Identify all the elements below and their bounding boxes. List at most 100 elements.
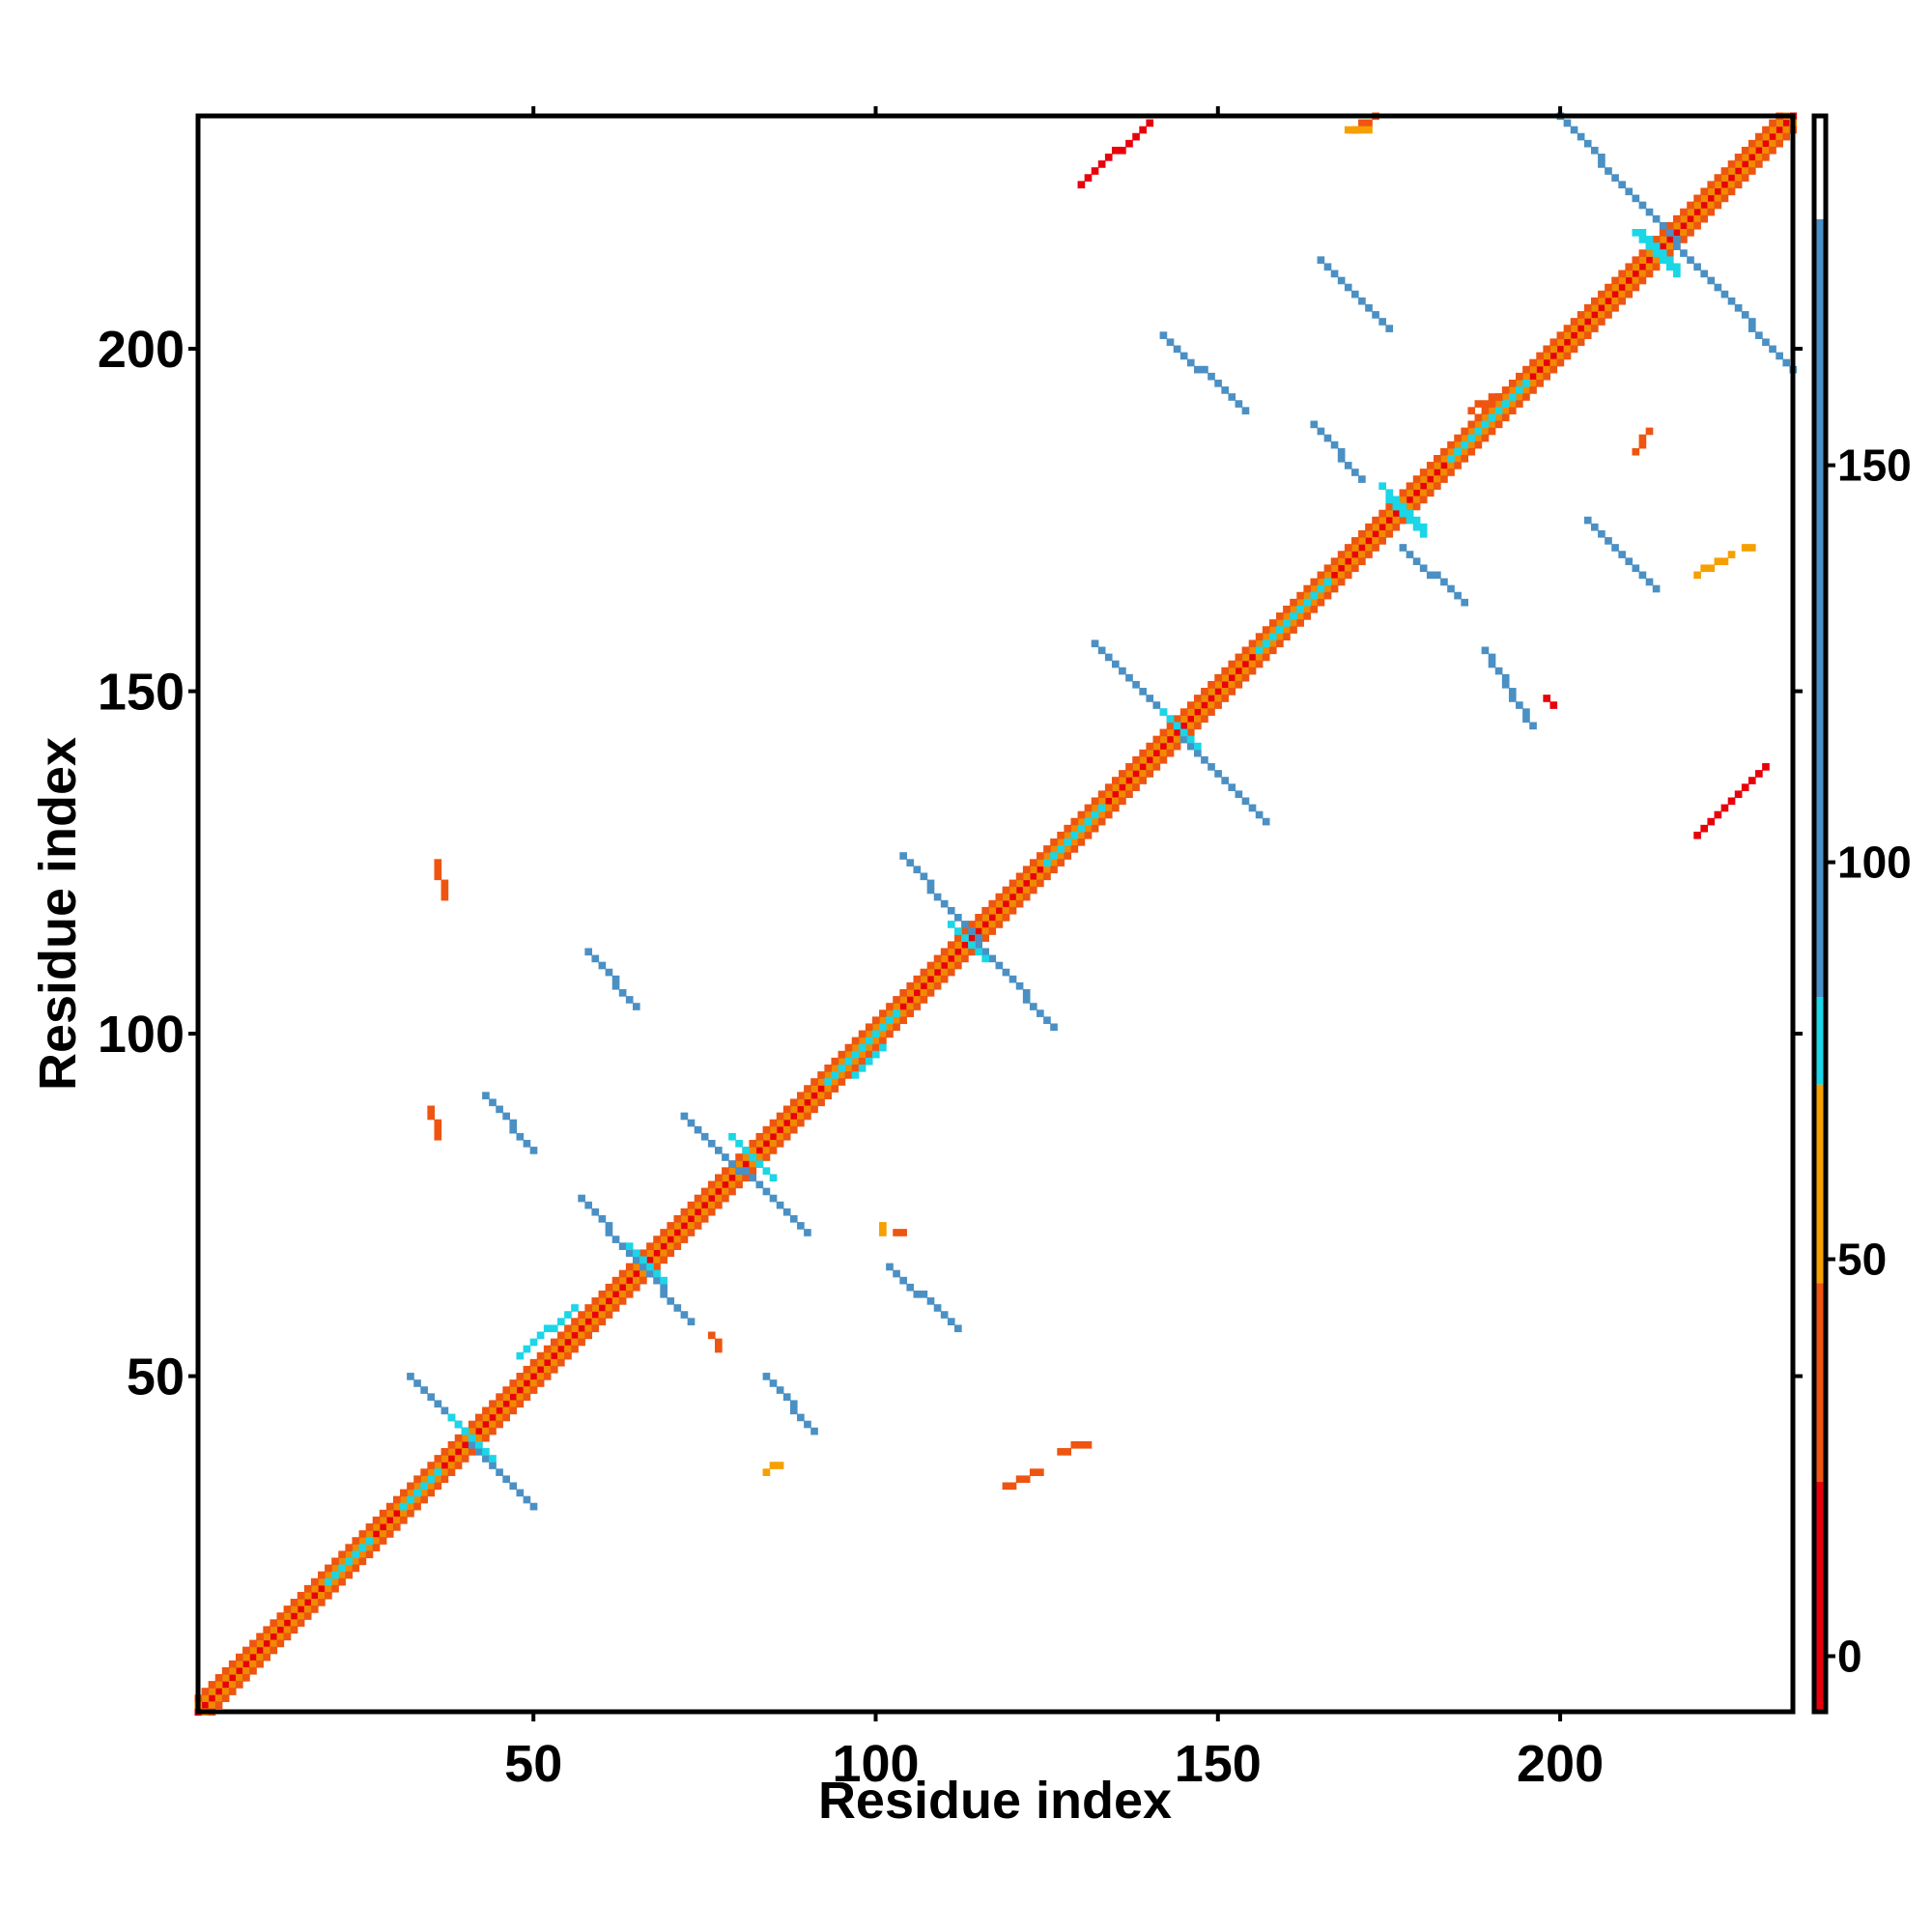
heatmap-cell <box>1392 509 1401 518</box>
heatmap-cell <box>303 1605 312 1613</box>
heatmap-cell <box>1638 276 1647 285</box>
heatmap-cell <box>290 1605 298 1613</box>
heatmap-cell <box>694 1214 702 1223</box>
heatmap-cell <box>1132 763 1140 771</box>
heatmap-cell <box>1344 571 1352 580</box>
heatmap-cell <box>961 921 969 928</box>
heatmap-cell <box>1385 325 1394 332</box>
heatmap-cell <box>379 1516 387 1524</box>
heatmap-cell <box>660 1242 668 1250</box>
colorbar-tick-label: 150 <box>1837 440 1912 491</box>
heatmap-cell <box>1638 434 1647 442</box>
heatmap-cell <box>1077 810 1086 819</box>
heatmap-cell <box>1201 708 1208 716</box>
heatmap-cell <box>331 1577 339 1586</box>
heatmap-cell <box>283 1626 292 1634</box>
heatmap-cell <box>1152 701 1161 709</box>
heatmap-cell <box>214 1694 223 1702</box>
heatmap-cell <box>1119 667 1126 675</box>
heatmap-cell <box>1543 372 1551 381</box>
colorbar-frame <box>1811 113 1829 1715</box>
heatmap-cell <box>1529 722 1537 730</box>
heatmap-cell <box>1139 755 1147 764</box>
heatmap-cell <box>1461 440 1469 449</box>
heatmap-cell <box>1097 160 1106 168</box>
heatmap-cell <box>1501 413 1510 422</box>
heatmap-cell <box>325 1577 332 1586</box>
heatmap-cell <box>776 1125 784 1134</box>
colorbar-band <box>1814 997 1826 1085</box>
heatmap-cell <box>817 1078 825 1086</box>
heatmap-cell <box>1494 667 1503 675</box>
heatmap-cell <box>440 886 449 895</box>
heatmap-cell <box>1583 303 1592 312</box>
heatmap-cell <box>249 1646 257 1655</box>
heatmap-cell <box>584 1201 593 1209</box>
plot-frame <box>195 113 1796 1715</box>
heatmap-cell <box>762 1139 771 1148</box>
heatmap-cell <box>447 1455 456 1463</box>
heatmap-cell <box>454 1448 463 1456</box>
heatmap-cell <box>1043 1016 1051 1025</box>
heatmap-cell <box>1365 529 1373 538</box>
heatmap-cell <box>358 1544 367 1551</box>
heatmap-cell <box>728 1167 736 1176</box>
heatmap-cell <box>496 1406 503 1415</box>
heatmap-cell <box>1179 722 1188 730</box>
heatmap-cell <box>482 1448 490 1456</box>
heatmap-cell <box>831 1078 839 1086</box>
heatmap-cell <box>1665 236 1674 243</box>
heatmap-cell <box>961 948 969 956</box>
heatmap-cell <box>591 1324 600 1333</box>
heatmap-cell <box>1146 755 1154 764</box>
heatmap-cell <box>1426 469 1435 476</box>
heatmap-cell <box>749 1147 757 1154</box>
heatmap-cell <box>804 1098 811 1107</box>
heatmap-cell <box>1665 249 1674 257</box>
heatmap-cell <box>1022 886 1031 895</box>
heatmap-cell <box>728 1160 736 1168</box>
heatmap-cell <box>1412 502 1421 511</box>
heatmap-cell <box>886 1009 894 1017</box>
heatmap-cell <box>482 1406 490 1415</box>
heatmap-cell <box>1488 400 1496 408</box>
heatmap-cell <box>1419 469 1428 476</box>
heatmap-cell <box>700 1194 709 1203</box>
heatmap-cell <box>1029 879 1037 888</box>
heatmap-cell <box>1747 325 1756 332</box>
heatmap-cell <box>1125 673 1133 682</box>
heatmap-cell <box>502 1475 510 1484</box>
heatmap-cell <box>722 1167 729 1176</box>
heatmap-cell <box>1330 440 1339 449</box>
heatmap-cell <box>776 1132 784 1141</box>
heatmap-cell <box>1611 276 1619 285</box>
heatmap-cell <box>844 1043 853 1052</box>
heatmap-cell <box>954 961 962 970</box>
heatmap-cell <box>632 1283 640 1292</box>
heatmap-cell <box>1241 653 1250 662</box>
heatmap-cell <box>913 981 922 990</box>
heatmap-cell <box>728 1174 736 1182</box>
heatmap-cell <box>968 941 976 950</box>
heatmap-cell <box>1543 345 1551 354</box>
heatmap-cell <box>1577 338 1585 347</box>
heatmap-cell <box>789 1125 798 1134</box>
heatmap-cell <box>1111 804 1120 812</box>
heatmap-cell <box>413 1475 421 1484</box>
heatmap-cell <box>632 1269 640 1278</box>
heatmap-cell <box>1111 146 1120 155</box>
heatmap-cell <box>1132 755 1140 764</box>
heatmap-cell <box>318 1577 326 1586</box>
heatmap-cell <box>926 1297 935 1305</box>
heatmap-cell <box>776 1119 784 1127</box>
heatmap-cell <box>1015 879 1024 888</box>
y-tick-label: 150 <box>98 664 185 722</box>
heatmap-cell <box>1543 365 1551 374</box>
heatmap-cell <box>372 1537 381 1545</box>
heatmap-cell <box>1747 160 1756 168</box>
heatmap-cell <box>1508 379 1517 387</box>
heatmap-cell <box>646 1249 654 1258</box>
heatmap-cell <box>1043 859 1051 867</box>
heatmap-cell <box>1680 236 1688 243</box>
heatmap-cell <box>700 1201 709 1209</box>
